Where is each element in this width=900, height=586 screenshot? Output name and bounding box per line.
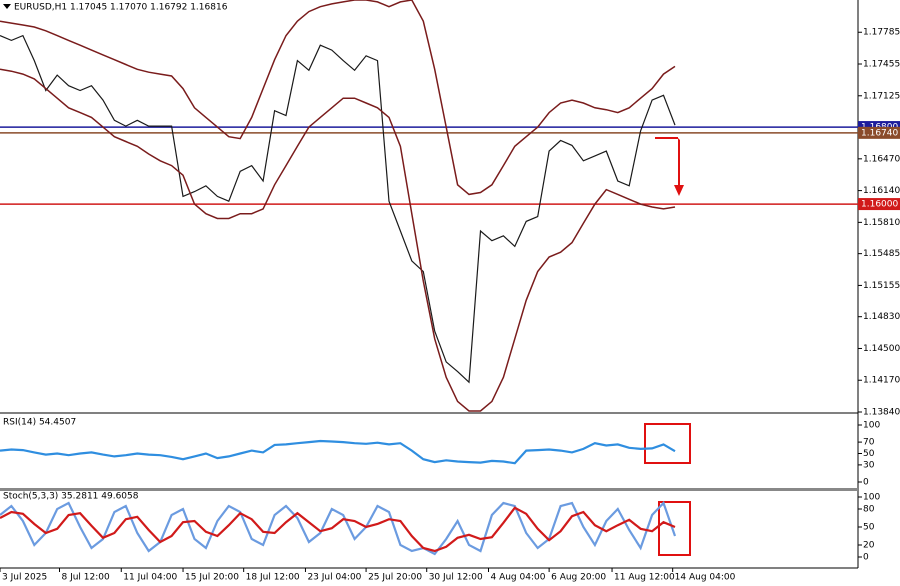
y-tick-label: 100 bbox=[863, 421, 880, 431]
x-tick-label: 3 Jul 2025 bbox=[2, 573, 47, 583]
y-tick-label: 20 bbox=[863, 541, 875, 551]
series-line bbox=[0, 500, 677, 556]
y-tick-label: 0 bbox=[863, 478, 869, 488]
y-tick-label: 1.15810 bbox=[863, 218, 900, 228]
x-tick-label: 15 Jul 20:00 bbox=[185, 573, 239, 583]
y-tick-label: 70 bbox=[863, 438, 875, 448]
y-tick-label: 1.17785 bbox=[863, 28, 900, 38]
x-tick-label: 6 Aug 20:00 bbox=[551, 573, 606, 583]
series-line bbox=[0, 34, 676, 384]
x-tick-label: 8 Jul 12:00 bbox=[61, 573, 110, 583]
y-tick-label: 1.17455 bbox=[863, 60, 900, 70]
y-tick-label: 1.14830 bbox=[863, 312, 900, 322]
x-tick-label: 23 Jul 04:00 bbox=[307, 573, 361, 583]
x-tick-label: 11 Jul 04:00 bbox=[123, 573, 177, 583]
series-line bbox=[0, 506, 676, 553]
x-tick-label: 14 Aug 04:00 bbox=[675, 573, 736, 583]
menu-icon bbox=[3, 4, 11, 9]
y-tick-label: 0 bbox=[863, 553, 869, 563]
series-line bbox=[0, 0, 676, 196]
highlight-box bbox=[658, 501, 691, 556]
x-tick-label: 18 Jul 12:00 bbox=[246, 573, 300, 583]
y-tick-label: 80 bbox=[863, 505, 875, 515]
y-tick-label: 50 bbox=[863, 523, 875, 533]
y-tick-label: 1.14500 bbox=[863, 344, 900, 354]
y-tick-label: 1.15485 bbox=[863, 249, 900, 259]
level-tag bbox=[858, 126, 900, 139]
indicator-title: Stoch(5,3,3) 35.2811 49.6058 bbox=[3, 492, 139, 502]
y-tick-label: 1.17125 bbox=[863, 91, 900, 101]
x-tick-label: 30 Jul 12:00 bbox=[429, 573, 483, 583]
level-tag bbox=[858, 198, 900, 211]
y-tick-label: 30 bbox=[863, 460, 875, 470]
highlight-box bbox=[644, 423, 691, 464]
panel-separator bbox=[0, 488, 858, 491]
x-tick-label: 11 Aug 12:00 bbox=[614, 573, 675, 583]
y-tick-label: 50 bbox=[863, 449, 875, 459]
series-line bbox=[0, 439, 676, 465]
y-tick-label: 1.16470 bbox=[863, 154, 900, 164]
level-label: 1.16000 bbox=[861, 200, 898, 210]
y-tick-label: 100 bbox=[863, 493, 880, 503]
down-arrow bbox=[674, 138, 684, 196]
indicator-title: RSI(14) 54.4507 bbox=[3, 418, 76, 428]
y-tick-label: 1.14170 bbox=[863, 376, 900, 386]
y-tick-label: 1.13840 bbox=[863, 408, 900, 418]
y-tick-label: 1.16140 bbox=[863, 186, 900, 196]
chart-title: EURUSD,H1 1.17045 1.17070 1.16792 1.1681… bbox=[14, 3, 228, 13]
x-tick-label: 25 Jul 20:00 bbox=[368, 573, 422, 583]
x-tick-label: 4 Aug 04:00 bbox=[490, 573, 545, 583]
level-label: 1.16740 bbox=[861, 128, 898, 138]
series-line bbox=[0, 68, 676, 412]
y-tick-label: 1.15155 bbox=[863, 281, 900, 291]
